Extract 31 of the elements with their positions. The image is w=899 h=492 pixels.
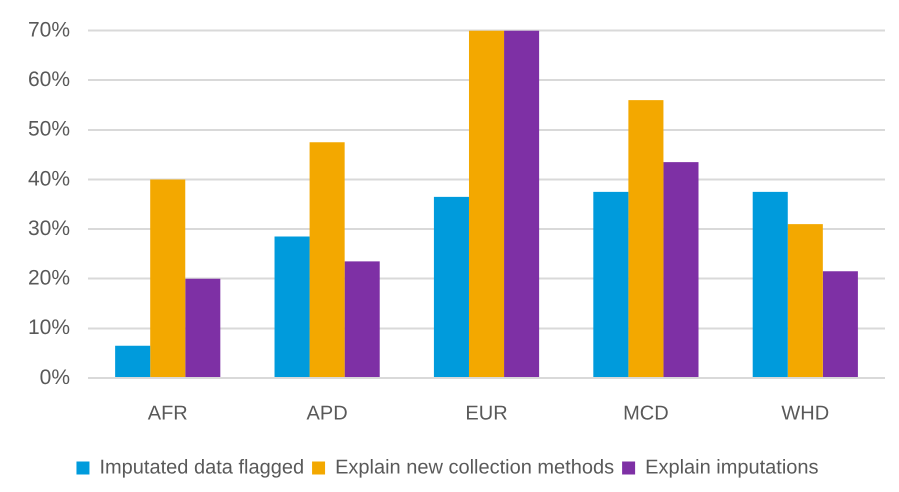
x-tick-label: APD [306,402,348,425]
x-tick-label: EUR [465,402,508,425]
bar [344,261,380,377]
bar [434,196,469,377]
y-tick-label: 50% [28,118,70,141]
bar [150,179,186,377]
y-tick-label: 70% [28,18,70,42]
bar [752,192,788,377]
bar [504,30,540,377]
x-tick-label: WHD [781,402,830,425]
y-tick-label: 20% [28,266,70,290]
bar [663,162,699,377]
legend-label: Explain imputations [645,456,819,479]
legend-label: Explain new collection methods [335,456,614,479]
bar [822,271,858,377]
y-tick-label: 60% [28,68,70,92]
y-tick-label: 0% [40,366,70,389]
bar [593,192,628,377]
bar [468,30,504,377]
y-tick-label: 40% [28,167,70,190]
y-tick-label: 10% [28,316,70,340]
bar [115,346,150,377]
bar [628,100,664,377]
bar [274,236,310,377]
x-tick-label: AFR [148,402,188,425]
bar [185,278,220,377]
legend-label: Imputated data flagged [99,456,304,479]
bar [788,224,823,377]
y-tick-label: 30% [28,216,70,240]
bar [310,142,345,377]
x-tick-label: MCD [623,402,669,425]
